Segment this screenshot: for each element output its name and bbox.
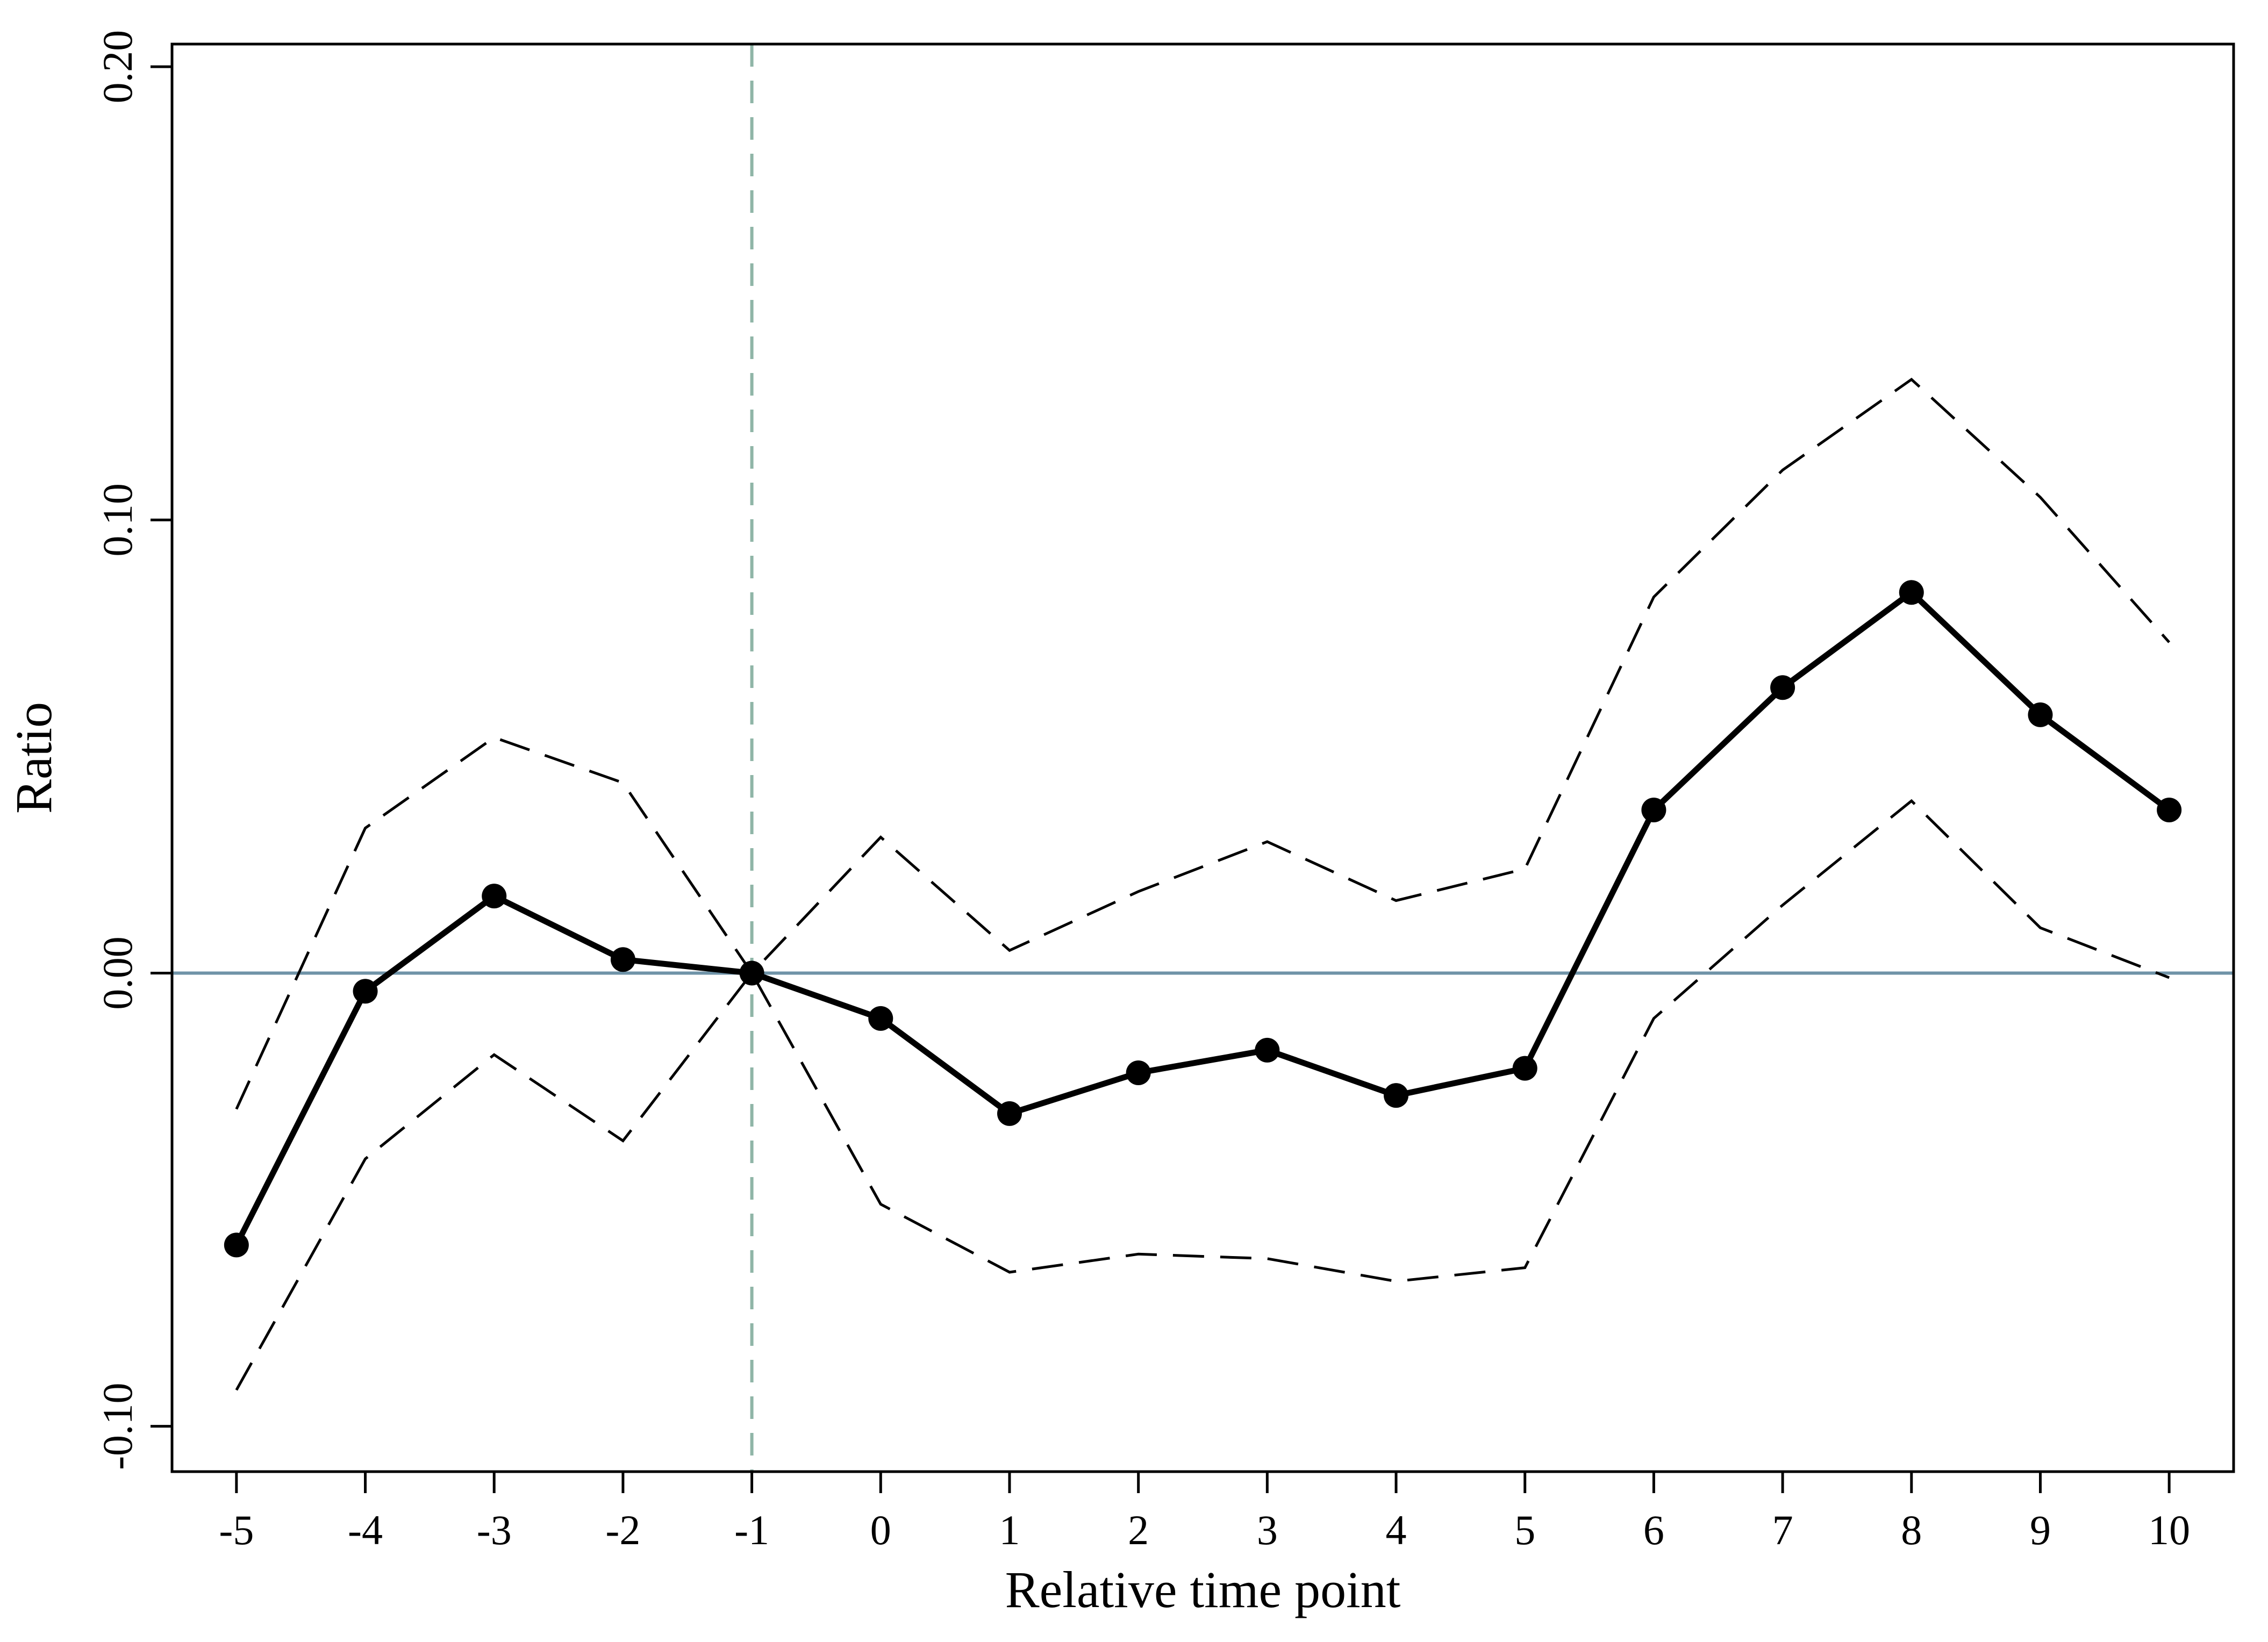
y-axis-title: Ratio — [5, 702, 62, 814]
x-tick-label: 3 — [1257, 1507, 1278, 1553]
y-tick-label: -0.10 — [94, 1382, 141, 1469]
estimate-point — [1899, 580, 1924, 605]
upper-bound-confidence-line — [235, 377, 2171, 1110]
x-tick-label: 0 — [870, 1507, 891, 1553]
y-tick-label: 0.20 — [94, 30, 141, 104]
estimate-point — [353, 979, 378, 1004]
estimate-point — [2028, 702, 2053, 727]
plot-area — [172, 44, 2234, 1472]
x-tick-label: 2 — [1128, 1507, 1149, 1553]
x-tick-label: 7 — [1772, 1507, 1793, 1553]
estimate-point — [1770, 675, 1795, 700]
x-tick-label: 1 — [999, 1507, 1020, 1553]
estimate-point — [997, 1101, 1022, 1126]
plot-frame — [170, 42, 2235, 1473]
x-tick-label: -4 — [348, 1507, 383, 1553]
x-tick-label: 6 — [1643, 1507, 1664, 1553]
estimate-point — [482, 884, 507, 909]
axes: -5 -4 -3 -2 -1 0 1 2 3 4 5 6 7 8 9 10 -0.10 0.00 0.10 0.20 — [94, 30, 2235, 1553]
estimate-point — [868, 1006, 893, 1031]
estimate-point — [1126, 1060, 1151, 1086]
x-tick-label: -5 — [219, 1507, 254, 1553]
estimate-point — [1512, 1056, 1537, 1081]
x-tick-label: -3 — [477, 1507, 512, 1553]
estimate-point — [610, 947, 635, 972]
estimate-point — [1641, 797, 1666, 822]
y-tick-label: 0.10 — [94, 483, 141, 556]
estimate-point — [2157, 797, 2182, 822]
estimate-point — [1384, 1083, 1409, 1108]
x-tick-label: 10 — [2148, 1507, 2190, 1553]
x-tick-label: 9 — [2030, 1507, 2051, 1553]
x-tick-label: -2 — [605, 1507, 640, 1553]
estimate-point — [224, 1232, 249, 1258]
x-axis-title: Relative time point — [1005, 1561, 1401, 1618]
y-tick-label: 0.00 — [94, 936, 141, 1010]
estimate-line — [233, 589, 2171, 1246]
x-tick-label: 5 — [1514, 1507, 1535, 1553]
x-tick-label: -1 — [734, 1507, 769, 1553]
lower-bound-confidence-line — [235, 799, 2170, 1391]
estimate-point — [1255, 1037, 1280, 1063]
x-tick-label: 4 — [1386, 1507, 1407, 1553]
x-tick-label: 8 — [1901, 1507, 1922, 1553]
